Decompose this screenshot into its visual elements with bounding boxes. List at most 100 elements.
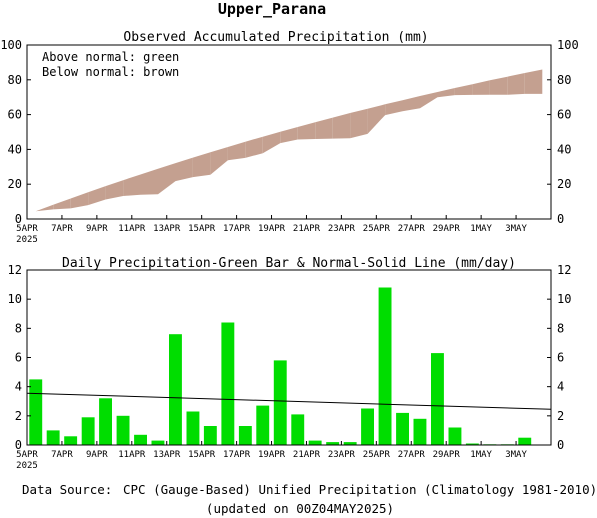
acc-ytick-label-right-1: 20 <box>557 177 571 191</box>
daily-bar-10 <box>203 426 217 445</box>
acc-ytick-label-left-1: 20 <box>8 177 22 191</box>
area-segment-4 <box>105 180 124 200</box>
daily-bar-18 <box>343 442 357 445</box>
daily-xtick-label-1: 7APR <box>51 450 73 460</box>
daily-bar-8 <box>169 334 182 445</box>
area-segment-9 <box>192 152 211 178</box>
daily-bar-4 <box>99 398 112 445</box>
acc-xtick-label-13: 1MAY <box>470 224 492 234</box>
accumulated-axes: 0 0 20 20 40 40 60 60 80 80 100 100 5APR 7APR 9APR 11AP… <box>0 38 578 245</box>
normal-line <box>26 392 552 410</box>
daily-bar-16 <box>308 440 322 445</box>
area-segment-25 <box>472 80 490 95</box>
area-segment-12 <box>245 136 263 158</box>
daily-ytick-label-right-4: 8 <box>557 321 564 335</box>
daily-ytick-label-right-6: 12 <box>557 263 571 277</box>
area-segment-22 <box>420 92 438 109</box>
acc-ytick-label-right-4: 80 <box>557 73 571 87</box>
daily-bar-3 <box>81 417 95 445</box>
acc-xtick-label-7: 19APR <box>258 224 286 234</box>
normal-line-path <box>26 392 552 410</box>
area-segment-11 <box>227 141 246 161</box>
daily-ytick-label-left-1: 2 <box>15 409 22 423</box>
daily-xtick-label-13: 1MAY <box>470 450 492 460</box>
daily-bar-5 <box>116 415 130 445</box>
acc-xtick-label-4: 13APR <box>153 224 181 234</box>
daily-bar-21 <box>396 412 409 445</box>
area-segment-16 <box>315 117 333 139</box>
daily-bar-6 <box>134 434 147 445</box>
acc-xtick-label-12: 29APR <box>433 224 461 234</box>
daily-bar-22 <box>413 418 427 446</box>
area-segment-7 <box>158 163 176 195</box>
footer: Data Source: CPC (Gauge-Based) Unified P… <box>22 482 597 516</box>
daily-xtick-label-9: 23APR <box>328 450 356 460</box>
daily-axes: 0 0 2 2 4 4 6 6 8 8 10 10 12 12 5APR 7APR 9APR 11APR 13APR… <box>8 263 572 471</box>
daily-ytick-label-right-5: 10 <box>557 292 571 306</box>
daily-xtick-label-7: 19APR <box>258 450 286 460</box>
daily-xtick-label-14: 3MAY <box>505 450 527 460</box>
daily-ytick-label-left-6: 12 <box>8 263 22 277</box>
area-segment-21 <box>402 96 420 112</box>
area-segment-26 <box>489 76 508 95</box>
area-segment-10 <box>210 147 228 175</box>
daily-xtick-year: 2025 <box>16 461 38 471</box>
acc-xtick-label-8: 21APR <box>293 224 321 234</box>
acc-xtick-year: 2025 <box>16 235 38 245</box>
area-segment-19 <box>367 104 386 134</box>
acc-ytick-label-right-0: 0 <box>557 212 564 226</box>
acc-xtick-label-14: 3MAY <box>505 224 527 234</box>
daily-bar-28 <box>518 437 532 445</box>
daily-ytick-label-left-0: 0 <box>15 438 22 452</box>
daily-bar-19 <box>361 408 374 445</box>
acc-xtick-label-0: 5APR <box>16 224 38 234</box>
area-segment-15 <box>297 122 316 140</box>
area-segment-13 <box>262 131 281 154</box>
daily-bar-12 <box>238 426 252 445</box>
daily-bar-7 <box>151 440 165 445</box>
daily-chart-title: Daily Precipitation-Green Bar & Normal-S… <box>62 256 516 271</box>
area-segment-28 <box>524 69 543 94</box>
daily-bar-9 <box>186 411 200 445</box>
acc-ytick-label-right-5: 100 <box>557 38 579 52</box>
acc-ytick-label-left-4: 80 <box>8 73 22 87</box>
area-segment-18 <box>350 108 368 139</box>
acc-xtick-label-6: 17APR <box>223 224 251 234</box>
daily-bar-0 <box>29 379 43 445</box>
daily-ytick-label-right-2: 4 <box>557 380 564 394</box>
area-segment-20 <box>385 100 403 116</box>
daily-xtick-label-8: 21APR <box>293 450 321 460</box>
daily-xtick-label-4: 13APR <box>153 450 181 460</box>
daily-xtick-label-3: 11APR <box>118 450 146 460</box>
acc-ytick-label-right-3: 60 <box>557 108 571 122</box>
acc-ytick-label-left-3: 60 <box>8 108 22 122</box>
accumulated-chart: Observed Accumulated Precipitation (mm) … <box>0 30 578 245</box>
daily-ytick-label-left-5: 10 <box>8 292 22 306</box>
daily-bar-25 <box>465 443 479 445</box>
area-segment-27 <box>507 73 525 95</box>
daily-bar-2 <box>64 436 78 446</box>
acc-xtick-label-2: 9APR <box>86 224 108 234</box>
acc-ytick-label-right-2: 40 <box>557 142 571 156</box>
acc-xtick-label-3: 11APR <box>118 224 146 234</box>
daily-xtick-label-10: 25APR <box>363 450 391 460</box>
daily-bar-14 <box>273 360 287 445</box>
daily-bar-24 <box>448 427 462 445</box>
daily-xtick-label-12: 29APR <box>433 450 461 460</box>
daily-bar-17 <box>326 442 340 445</box>
daily-ytick-label-left-3: 6 <box>15 351 22 365</box>
daily-bar-20 <box>378 287 392 445</box>
daily-xtick-label-11: 27APR <box>398 450 426 460</box>
daily-xtick-label-6: 17APR <box>223 450 251 460</box>
daily-xtick-label-0: 5APR <box>16 450 38 460</box>
updated-text: (updated on 00Z04MAY2025) <box>206 501 394 516</box>
source-text: CPC (Gauge-Based) Unified Precipitation … <box>123 482 597 497</box>
daily-ytick-label-left-4: 8 <box>15 321 22 335</box>
area-segment-3 <box>88 186 106 206</box>
acc-xtick-label-10: 25APR <box>363 224 391 234</box>
daily-chart: Daily Precipitation-Green Bar & Normal-S… <box>8 256 572 471</box>
daily-bar-15 <box>291 414 305 445</box>
acc-ytick-label-left-2: 40 <box>8 142 22 156</box>
area-segment-0 <box>35 204 54 212</box>
main-title: Upper_Parana <box>218 0 326 18</box>
